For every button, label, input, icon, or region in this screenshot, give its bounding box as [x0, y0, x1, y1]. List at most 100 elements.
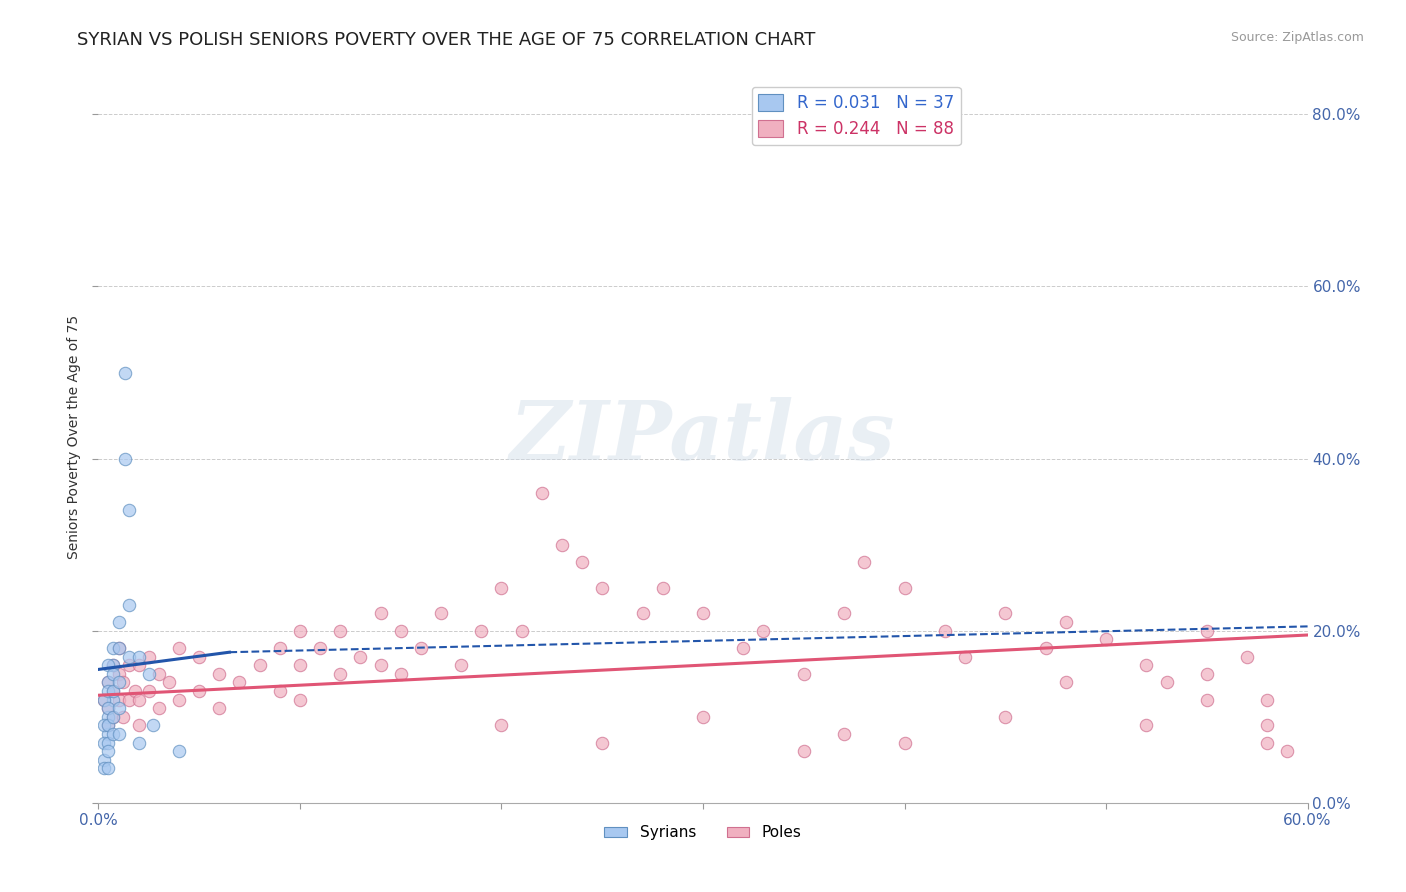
Point	[793, 744, 815, 758]
Point	[97, 735, 120, 749]
Point	[93, 753, 115, 767]
Point	[832, 727, 855, 741]
Point	[1095, 632, 1118, 647]
Point	[1277, 744, 1299, 758]
Point	[228, 675, 250, 690]
Point	[470, 624, 492, 638]
Point	[1035, 640, 1057, 655]
Point	[893, 735, 915, 749]
Point	[111, 710, 134, 724]
Point	[101, 710, 124, 724]
Point	[1195, 624, 1218, 638]
Point	[591, 581, 613, 595]
Point	[97, 701, 120, 715]
Point	[853, 555, 876, 569]
Point	[167, 640, 190, 655]
Point	[309, 640, 332, 655]
Point	[953, 649, 976, 664]
Point	[793, 666, 815, 681]
Point	[167, 744, 190, 758]
Point	[97, 718, 120, 732]
Point	[409, 640, 432, 655]
Point	[97, 684, 120, 698]
Point	[1195, 692, 1218, 706]
Point	[1156, 675, 1178, 690]
Point	[288, 624, 311, 638]
Point	[288, 658, 311, 673]
Y-axis label: Seniors Poverty Over the Age of 75: Seniors Poverty Over the Age of 75	[67, 315, 82, 559]
Point	[111, 675, 134, 690]
Point	[934, 624, 956, 638]
Point	[107, 727, 129, 741]
Point	[101, 640, 124, 655]
Point	[733, 640, 755, 655]
Point	[208, 666, 231, 681]
Point	[370, 658, 392, 673]
Point	[832, 607, 855, 621]
Text: ZIPatlas: ZIPatlas	[510, 397, 896, 477]
Point	[1054, 615, 1077, 629]
Point	[249, 658, 271, 673]
Point	[128, 692, 150, 706]
Text: Source: ZipAtlas.com: Source: ZipAtlas.com	[1230, 31, 1364, 45]
Point	[1256, 692, 1278, 706]
Point	[167, 692, 190, 706]
Point	[114, 451, 136, 466]
Point	[93, 761, 115, 775]
Point	[101, 658, 124, 673]
Point	[994, 607, 1017, 621]
Point	[571, 555, 593, 569]
Point	[269, 684, 291, 698]
Point	[530, 486, 553, 500]
Point	[118, 598, 141, 612]
Point	[208, 701, 231, 715]
Point	[389, 624, 412, 638]
Point	[157, 675, 180, 690]
Point	[450, 658, 472, 673]
Point	[97, 744, 120, 758]
Point	[97, 710, 120, 724]
Point	[118, 692, 141, 706]
Point	[97, 675, 120, 690]
Point	[752, 624, 775, 638]
Point	[101, 684, 124, 698]
Point	[107, 675, 129, 690]
Legend: Syrians, Poles: Syrians, Poles	[599, 819, 807, 847]
Point	[97, 675, 120, 690]
Point	[1135, 718, 1157, 732]
Point	[97, 718, 120, 732]
Point	[101, 727, 124, 741]
Point	[288, 692, 311, 706]
Point	[97, 658, 120, 673]
Point	[118, 503, 141, 517]
Point	[128, 735, 150, 749]
Point	[1256, 718, 1278, 732]
Point	[114, 366, 136, 380]
Point	[491, 718, 513, 732]
Point	[101, 666, 124, 681]
Point	[93, 718, 115, 732]
Point	[93, 692, 115, 706]
Point	[1236, 649, 1258, 664]
Point	[1135, 658, 1157, 673]
Point	[329, 666, 352, 681]
Point	[118, 658, 141, 673]
Point	[101, 658, 124, 673]
Point	[148, 701, 170, 715]
Point	[107, 701, 129, 715]
Point	[101, 692, 124, 706]
Point	[692, 710, 714, 724]
Point	[148, 666, 170, 681]
Point	[631, 607, 654, 621]
Point	[97, 727, 120, 741]
Point	[101, 710, 124, 724]
Point	[349, 649, 371, 664]
Text: SYRIAN VS POLISH SENIORS POVERTY OVER THE AGE OF 75 CORRELATION CHART: SYRIAN VS POLISH SENIORS POVERTY OVER TH…	[77, 31, 815, 49]
Point	[107, 615, 129, 629]
Point	[97, 761, 120, 775]
Point	[188, 684, 211, 698]
Point	[97, 701, 120, 715]
Point	[107, 640, 129, 655]
Point	[370, 607, 392, 621]
Point	[551, 538, 574, 552]
